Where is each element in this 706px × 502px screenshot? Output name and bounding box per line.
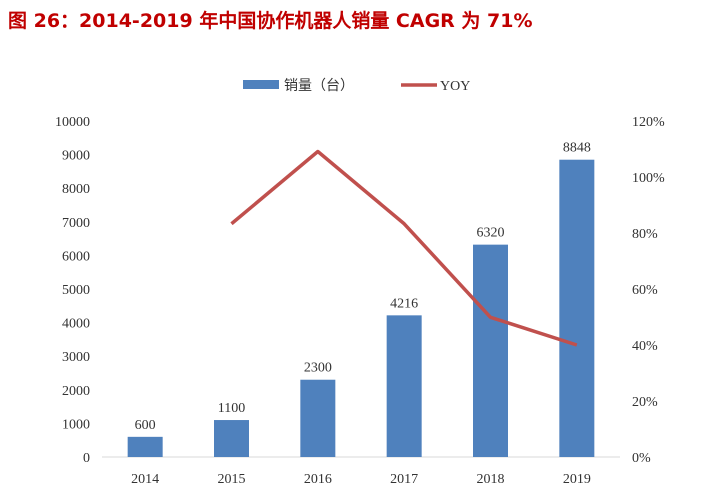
- x-axis-tick-label: 2014: [131, 472, 159, 487]
- left-axis-tick-label: 4000: [62, 317, 90, 332]
- legend-swatch-bar: [243, 80, 279, 89]
- right-axis-tick-label: 60%: [632, 283, 658, 298]
- left-axis-tick-label: 10000: [55, 115, 90, 130]
- left-axis-tick-label: 3000: [62, 350, 90, 365]
- left-axis-tick-label: 2000: [62, 384, 90, 399]
- bar-data-label: 6320: [477, 226, 505, 241]
- left-axis-tick-label: 9000: [62, 149, 90, 164]
- x-axis-tick-label: 2016: [304, 472, 332, 487]
- left-axis-tick-label: 1000: [62, 417, 90, 432]
- x-axis-tick-label: 2017: [390, 472, 418, 487]
- x-axis-tick-label: 2019: [563, 472, 591, 487]
- left-axis-tick-label: 7000: [62, 216, 90, 231]
- x-axis-tick-label: 2018: [477, 472, 505, 487]
- left-axis-tick-label: 6000: [62, 249, 90, 264]
- bar-data-label: 4216: [390, 296, 418, 311]
- legend-label-line: YOY: [440, 79, 470, 94]
- right-axis-tick-label: 20%: [632, 395, 658, 410]
- bar-data-label: 1100: [218, 401, 245, 416]
- bar: [214, 420, 249, 457]
- left-axis-tick-label: 0: [83, 451, 90, 466]
- bar: [473, 244, 508, 457]
- chart-title: 图 26：2014-2019 年中国协作机器人销量 CAGR 为 71%: [8, 10, 533, 32]
- bar-data-label: 600: [135, 418, 156, 433]
- left-axis-tick-label: 5000: [62, 283, 90, 298]
- bar: [127, 436, 163, 457]
- bar-data-label: 8848: [563, 141, 591, 156]
- bar: [386, 315, 422, 457]
- left-axis-tick-label: 8000: [62, 182, 90, 197]
- right-axis-tick-label: 0%: [632, 451, 651, 466]
- right-axis-tick-label: 40%: [632, 339, 658, 354]
- x-axis-tick-label: 2015: [218, 472, 246, 487]
- right-axis-tick-label: 100%: [632, 171, 665, 186]
- right-axis-tick-label: 80%: [632, 227, 658, 242]
- right-axis-tick-label: 120%: [632, 115, 665, 130]
- bar: [300, 379, 336, 457]
- legend-label-bar: 销量（台）: [284, 78, 354, 94]
- bar-data-label: 2300: [304, 361, 332, 376]
- bar: [559, 159, 595, 457]
